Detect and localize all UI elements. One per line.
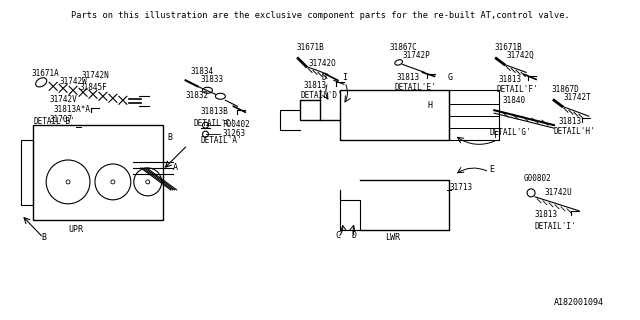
Text: E: E	[489, 165, 494, 174]
Bar	[449, 90, 499, 140]
Text: DETAIL'E': DETAIL'E'	[395, 83, 436, 92]
Text: 31742Q: 31742Q	[506, 52, 534, 60]
Text: DETAIL'I': DETAIL'I'	[534, 222, 576, 231]
Text: 31742O: 31742O	[308, 60, 336, 68]
Text: 31845F: 31845F	[79, 83, 107, 92]
Text: 31742U: 31742U	[544, 188, 572, 197]
Text: DETAIL'G': DETAIL'G'	[489, 128, 531, 137]
Text: 31813: 31813	[397, 73, 420, 82]
Text: 31263: 31263	[223, 129, 246, 138]
Text: 31742T: 31742T	[564, 93, 592, 102]
Bar	[33, 125, 163, 220]
Text: 31813: 31813	[498, 75, 522, 84]
Text: B: B	[168, 133, 173, 142]
Text: UPR: UPR	[68, 225, 83, 234]
Text: 31832: 31832	[186, 91, 209, 100]
Text: H: H	[428, 101, 433, 110]
Text: Parts on this illustration are the exclusive component parts for the re-built AT: Parts on this illustration are the exclu…	[70, 11, 570, 20]
Text: DETAIL'H': DETAIL'H'	[554, 127, 596, 136]
Text: D: D	[322, 73, 327, 82]
Text: DETAIL'B': DETAIL'B'	[33, 117, 75, 126]
Text: DETAIL'C': DETAIL'C'	[193, 119, 235, 128]
Text: 31813: 31813	[534, 210, 557, 219]
Text: 31742P: 31742P	[403, 52, 430, 60]
Text: 31742W: 31742W	[59, 77, 87, 86]
Text: 31671A: 31671A	[31, 69, 59, 78]
Text: C: C	[335, 231, 340, 240]
Text: DETAIL'D': DETAIL'D'	[300, 91, 342, 100]
Text: 31671B: 31671B	[296, 44, 324, 52]
Bar	[21, 140, 33, 205]
Text: 31833: 31833	[200, 75, 223, 84]
Text: I: I	[342, 73, 347, 82]
Text: LWR: LWR	[385, 233, 400, 242]
Text: F: F	[494, 131, 499, 140]
Text: 31834: 31834	[191, 68, 214, 76]
Text: A182001094: A182001094	[554, 298, 604, 308]
Text: A: A	[173, 163, 178, 172]
Text: 31867D: 31867D	[552, 85, 580, 94]
Text: 31813: 31813	[559, 117, 582, 126]
Text: 31813B: 31813B	[200, 107, 228, 116]
Text: G: G	[447, 73, 452, 82]
Text: 31707: 31707	[49, 115, 72, 124]
Text: D: D	[352, 231, 357, 240]
Text: F00402: F00402	[223, 120, 250, 129]
Text: 31813: 31813	[303, 81, 326, 90]
Text: G00802: G00802	[524, 174, 552, 183]
Text: B: B	[41, 233, 46, 242]
Text: 31742V: 31742V	[49, 95, 77, 104]
Text: DETAIL'F': DETAIL'F'	[496, 85, 538, 94]
Text: 31742N: 31742N	[81, 71, 109, 80]
Text: 31867C: 31867C	[390, 44, 417, 52]
Text: 31713: 31713	[449, 183, 472, 192]
Text: 31840: 31840	[502, 96, 525, 105]
Text: 31813A*A: 31813A*A	[53, 105, 90, 114]
Text: DETAIL'A': DETAIL'A'	[200, 136, 242, 145]
Text: 31671B: 31671B	[494, 44, 522, 52]
